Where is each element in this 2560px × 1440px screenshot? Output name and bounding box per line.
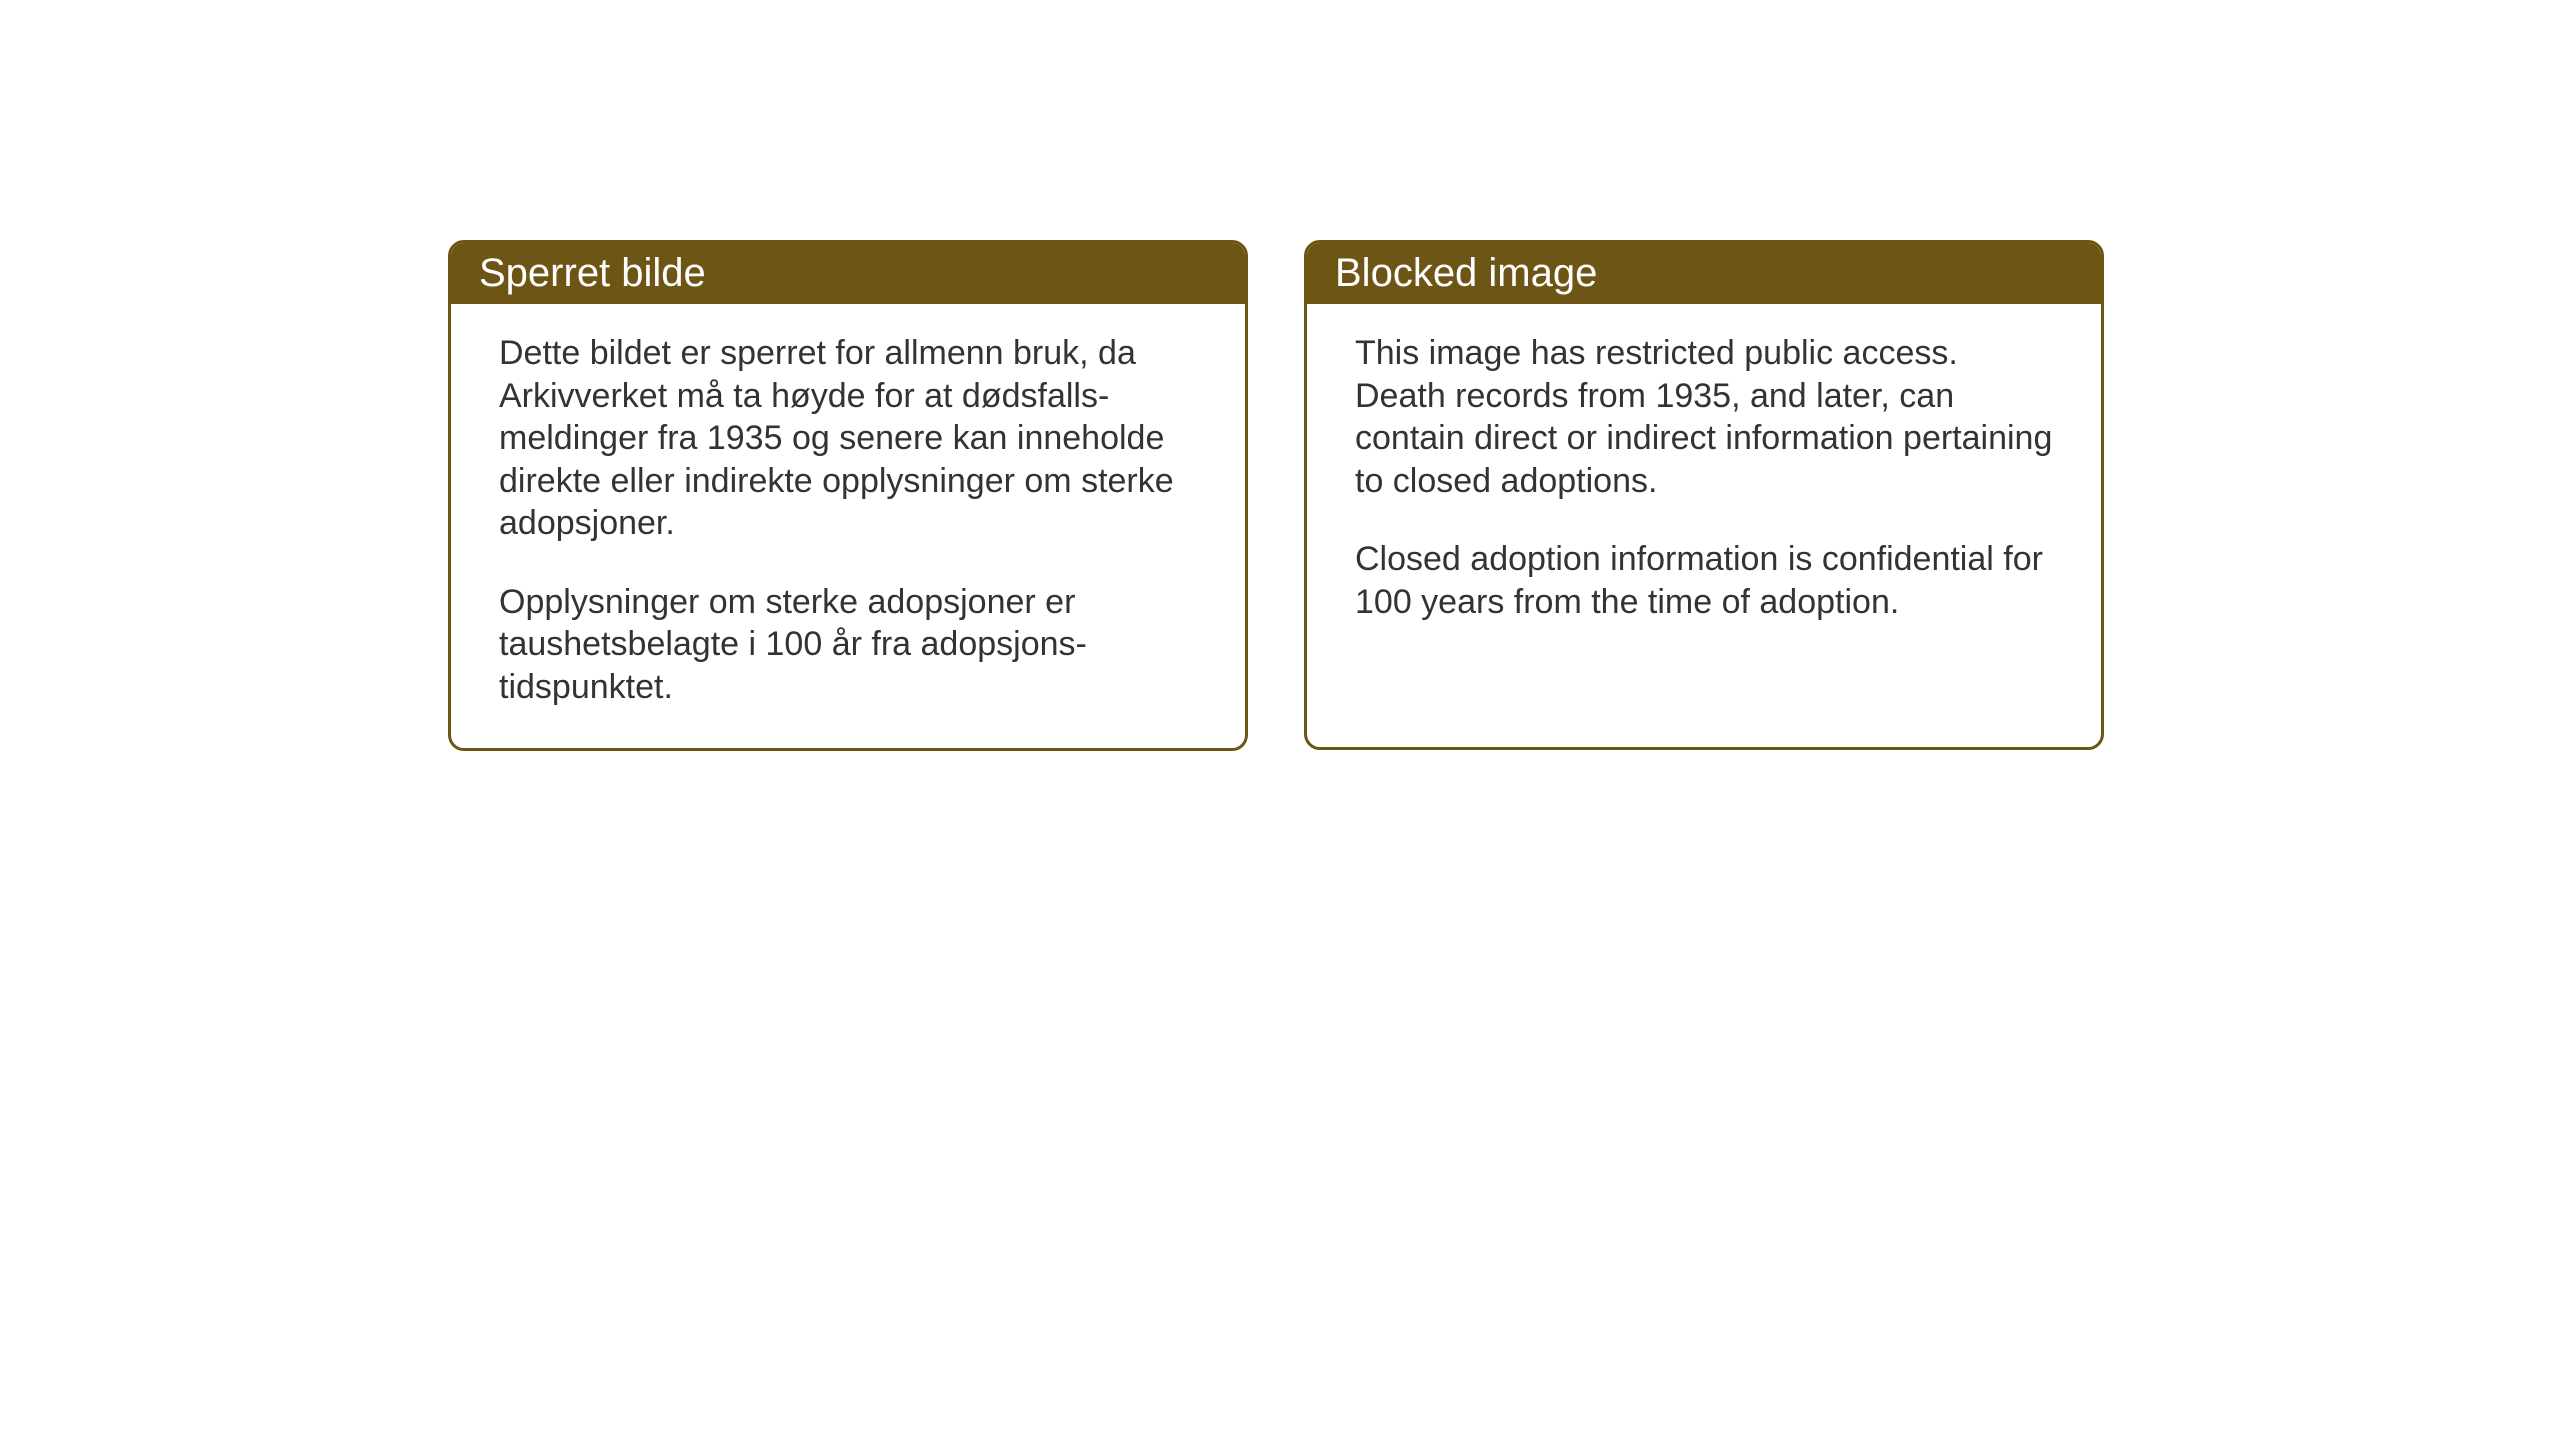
card-header-norwegian: Sperret bilde [451, 243, 1245, 304]
notice-container: Sperret bilde Dette bildet er sperret fo… [448, 240, 2104, 751]
paragraph-1-english: This image has restricted public access.… [1355, 332, 2053, 502]
notice-card-english: Blocked image This image has restricted … [1304, 240, 2104, 750]
paragraph-2-norwegian: Opplysninger om sterke adopsjoner er tau… [499, 581, 1197, 709]
card-title-norwegian: Sperret bilde [479, 251, 706, 295]
card-body-norwegian: Dette bildet er sperret for allmenn bruk… [451, 304, 1245, 748]
paragraph-2-english: Closed adoption information is confident… [1355, 538, 2053, 623]
card-body-english: This image has restricted public access.… [1307, 304, 2101, 663]
card-title-english: Blocked image [1335, 251, 1597, 295]
paragraph-1-norwegian: Dette bildet er sperret for allmenn bruk… [499, 332, 1197, 545]
card-header-english: Blocked image [1307, 243, 2101, 304]
notice-card-norwegian: Sperret bilde Dette bildet er sperret fo… [448, 240, 1248, 751]
